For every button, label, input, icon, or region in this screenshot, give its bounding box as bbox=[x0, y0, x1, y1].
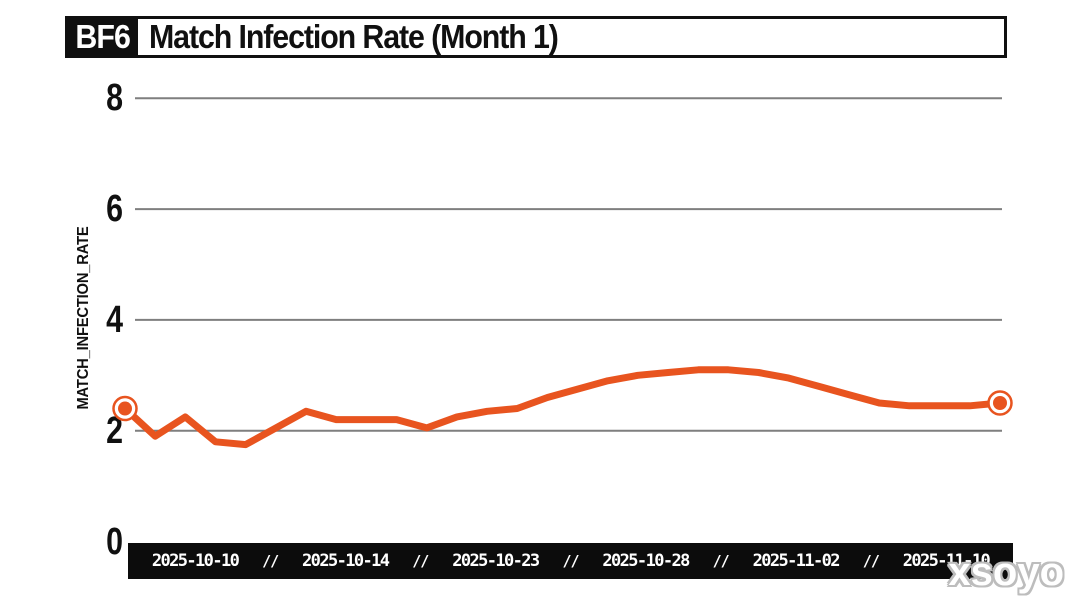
y-tick-label-8: 8 bbox=[106, 77, 123, 120]
page-title-text: Match Infection Rate (Month 1) bbox=[149, 18, 559, 55]
watermark: xsoyo bbox=[948, 550, 1064, 594]
game-badge-label: BF6 bbox=[75, 18, 132, 55]
page-title: Match Infection Rate (Month 1) bbox=[138, 18, 593, 55]
x-tick-separator: // bbox=[262, 552, 279, 570]
x-tick-separator: // bbox=[862, 552, 880, 570]
x-tick-label: 2025-11-10 bbox=[902, 551, 991, 571]
start-point-marker bbox=[118, 401, 132, 416]
x-tick-label: 2025-10-23 bbox=[452, 551, 540, 571]
infection-rate-line bbox=[121, 366, 1004, 449]
x-tick-label: 2025-11-02 bbox=[752, 551, 841, 571]
x-tick-separator: // bbox=[562, 552, 579, 570]
chart-title-bar: BF6 Match Infection Rate (Month 1) bbox=[65, 16, 1007, 58]
y-tick-label-4: 4 bbox=[106, 298, 123, 341]
x-tick-label: 2025-10-28 bbox=[602, 551, 690, 571]
y-tick-label-2: 2 bbox=[106, 409, 123, 452]
x-tick-separator: // bbox=[412, 552, 429, 570]
x-tick-label: 2025-10-14 bbox=[302, 551, 390, 571]
x-axis-date-band: 2025-10-10 // 2025-10-14 // 2025-10-23 // 2025… bbox=[128, 543, 1013, 579]
x-tick-separator: // bbox=[712, 552, 730, 570]
end-point-marker bbox=[993, 396, 1007, 410]
game-badge: BF6 bbox=[68, 18, 138, 55]
y-tick-label-6: 6 bbox=[106, 188, 123, 231]
x-tick-label: 2025-10-10 bbox=[151, 551, 240, 571]
y-tick-label-0: 0 bbox=[106, 520, 123, 563]
